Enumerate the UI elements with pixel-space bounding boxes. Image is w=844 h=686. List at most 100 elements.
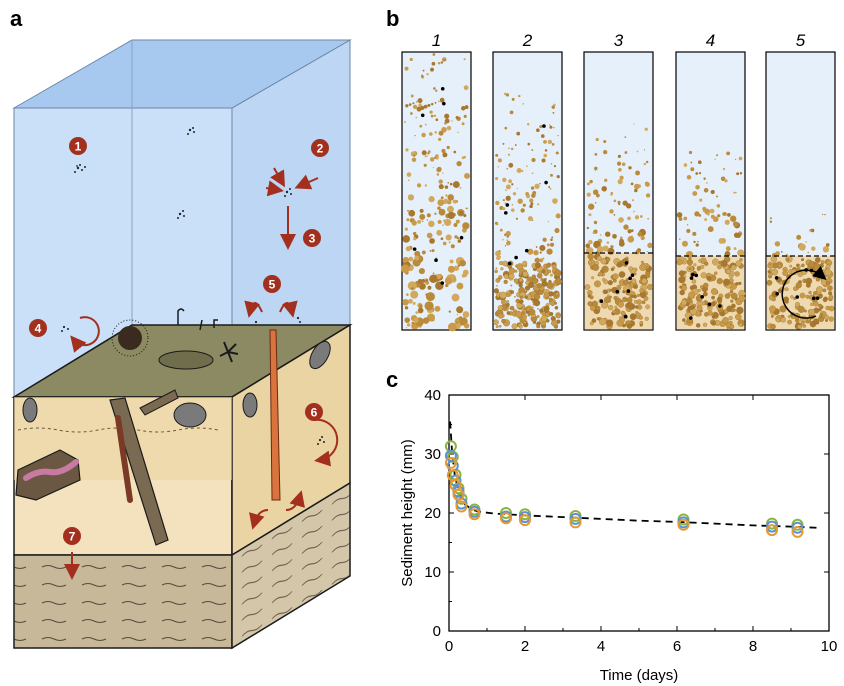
grain [590, 305, 596, 312]
data-point-blue [791, 521, 804, 534]
grain [527, 142, 531, 146]
grain [645, 193, 651, 198]
grain [699, 285, 704, 289]
grain [601, 266, 606, 271]
grain [819, 263, 824, 268]
grain [434, 305, 441, 312]
grain [797, 324, 802, 330]
grain [504, 233, 507, 237]
grain [645, 273, 651, 279]
grain [822, 213, 824, 216]
grain [455, 219, 460, 224]
grain [790, 295, 794, 299]
grain [704, 312, 709, 317]
grain [509, 290, 513, 294]
grain [729, 287, 733, 291]
column-label: 1 [432, 31, 441, 50]
grain [724, 293, 731, 299]
grain [547, 269, 552, 274]
grain [805, 282, 811, 288]
grain [553, 126, 555, 129]
tracer-particle [707, 302, 712, 306]
tracer-particle [459, 235, 464, 240]
grain [495, 200, 500, 206]
grain [828, 305, 835, 312]
grain [644, 127, 648, 131]
grain [426, 155, 428, 157]
grain [633, 272, 637, 276]
grain [505, 241, 511, 246]
grain [801, 263, 805, 268]
grain [546, 263, 551, 268]
grain [542, 280, 546, 283]
grain [539, 182, 541, 185]
grain [502, 177, 507, 183]
grain [728, 315, 733, 321]
grain [797, 305, 805, 313]
grain [447, 322, 457, 332]
grain [707, 226, 714, 233]
grain [813, 301, 819, 307]
grain [432, 272, 435, 275]
grain [730, 292, 738, 300]
grain [605, 257, 611, 262]
grain [464, 105, 469, 110]
grain [438, 184, 444, 190]
grain [641, 278, 648, 284]
grain [421, 132, 426, 138]
grain [596, 245, 604, 253]
grain [822, 246, 830, 253]
mixing-arrow [781, 265, 827, 319]
grain [413, 237, 417, 241]
grain [699, 198, 703, 202]
grain [443, 219, 446, 223]
data-points [444, 440, 804, 538]
data-point-orange [791, 525, 804, 538]
grain [825, 264, 831, 270]
grain [453, 150, 457, 154]
grain [438, 179, 443, 184]
grain [681, 299, 688, 306]
grain [449, 259, 454, 264]
bedrock-texture [14, 555, 232, 648]
grain [505, 302, 510, 307]
grain [411, 287, 414, 290]
grain [814, 257, 821, 263]
grain [502, 238, 504, 241]
grain [537, 203, 540, 206]
grain [628, 266, 633, 271]
grain [417, 219, 422, 224]
grain [697, 240, 699, 243]
grain [425, 278, 429, 282]
grain [614, 305, 618, 309]
grain [636, 150, 639, 153]
grain [693, 240, 696, 244]
grain [519, 295, 523, 299]
grain [730, 264, 737, 271]
grain [714, 158, 716, 160]
grain [828, 291, 833, 296]
grain [402, 235, 411, 243]
grain [617, 200, 621, 204]
grain [824, 213, 826, 216]
grain [771, 268, 779, 276]
grain [445, 234, 452, 241]
grain [808, 308, 816, 316]
grain [442, 152, 448, 158]
grain [682, 318, 686, 322]
grain [409, 57, 413, 62]
grain [690, 167, 695, 172]
grain [690, 304, 695, 310]
grain [431, 61, 436, 66]
grain [417, 98, 423, 104]
grain [824, 314, 830, 320]
grain [425, 280, 430, 285]
grain [497, 158, 502, 163]
grain [588, 239, 593, 245]
marker-6: 6 [311, 406, 318, 420]
grain [586, 226, 590, 230]
grain [707, 212, 710, 216]
grain [511, 97, 515, 101]
tube-vertical [269, 329, 281, 501]
grain [678, 276, 686, 284]
